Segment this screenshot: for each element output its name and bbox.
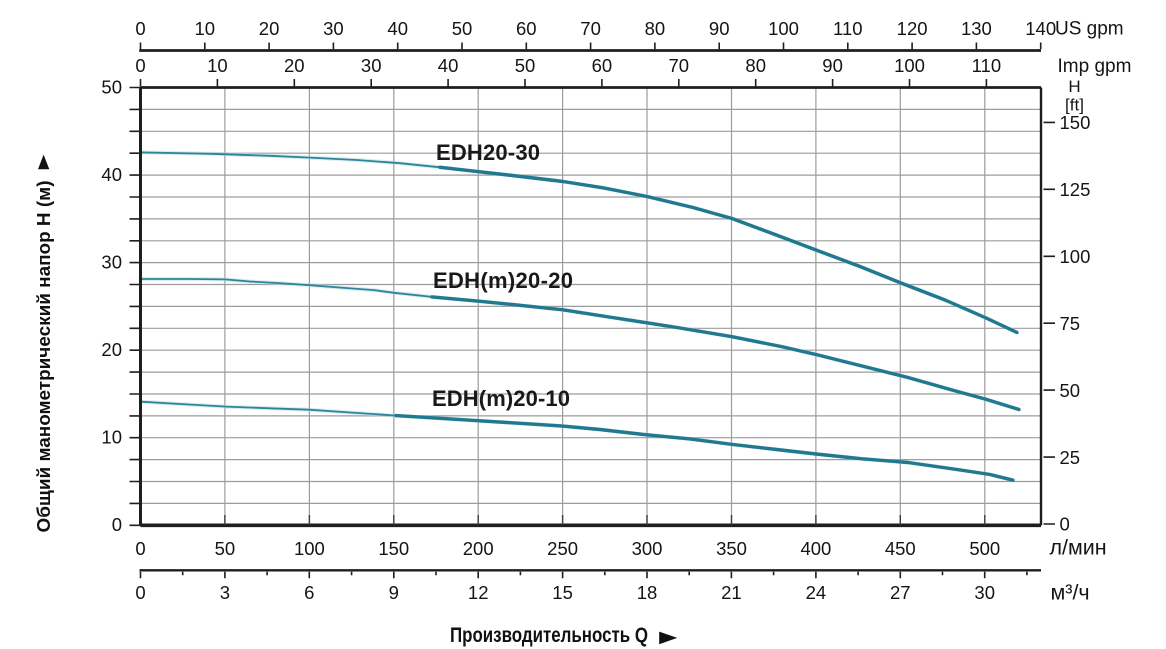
svg-text:400: 400 [800,538,831,559]
svg-text:500: 500 [969,538,1000,559]
svg-text:50: 50 [1060,380,1081,401]
svg-text:0: 0 [1060,514,1070,535]
svg-text:10: 10 [207,55,228,76]
svg-text:21: 21 [721,582,742,603]
svg-text:6: 6 [304,582,314,603]
svg-text:20: 20 [284,55,305,76]
svg-text:Общий манометрический напор Н: Общий манометрический напор Н (м) [34,180,54,532]
svg-text:30: 30 [361,55,382,76]
svg-text:60: 60 [516,18,537,39]
svg-text:30: 30 [323,18,344,39]
svg-text:м³/ч: м³/ч [1051,581,1090,605]
svg-text:Производительность Q: Производительность Q [450,624,648,647]
svg-text:70: 70 [580,18,601,39]
svg-text:0: 0 [135,55,145,76]
svg-text:110: 110 [833,18,863,39]
svg-text:US gpm: US gpm [1055,19,1124,40]
svg-text:30: 30 [974,582,995,603]
svg-text:18: 18 [637,582,658,603]
svg-text:27: 27 [890,582,911,603]
svg-text:0: 0 [135,582,145,603]
svg-text:12: 12 [468,582,489,603]
svg-text:250: 250 [547,538,578,559]
svg-text:90: 90 [822,55,843,76]
svg-text:90: 90 [709,18,730,39]
svg-text:200: 200 [463,538,494,559]
svg-text:л/мин: л/мин [1050,536,1107,560]
svg-text:20: 20 [101,339,122,360]
svg-text:15: 15 [552,582,573,603]
svg-text:24: 24 [806,582,827,603]
svg-text:100: 100 [1060,246,1091,267]
svg-text:50: 50 [515,55,536,76]
svg-text:100: 100 [894,55,925,76]
svg-text:50: 50 [452,18,473,39]
svg-text:0: 0 [135,538,145,559]
svg-text:140: 140 [1025,18,1056,39]
svg-text:Imp gpm: Imp gpm [1058,56,1132,77]
svg-text:3: 3 [220,582,230,603]
svg-text:450: 450 [885,538,916,559]
svg-text:50: 50 [215,538,236,559]
svg-text:70: 70 [669,55,690,76]
svg-text:150: 150 [1060,112,1091,133]
svg-text:20: 20 [259,18,280,39]
svg-text:0: 0 [112,514,122,535]
svg-text:40: 40 [101,164,122,185]
svg-text:EDH(m)20-10: EDH(m)20-10 [432,386,570,411]
svg-text:300: 300 [632,538,663,559]
svg-text:0: 0 [135,18,145,39]
svg-text:110: 110 [972,55,1002,76]
svg-text:30: 30 [101,251,122,272]
svg-text:350: 350 [716,538,747,559]
svg-text:150: 150 [378,538,409,559]
svg-text:100: 100 [768,18,799,39]
svg-text:50: 50 [101,76,122,97]
svg-text:H: H [1068,77,1080,96]
svg-text:EDH(m)20-20: EDH(m)20-20 [433,268,573,293]
svg-text:25: 25 [1060,447,1081,468]
svg-text:75: 75 [1060,313,1081,334]
svg-text:80: 80 [645,18,666,39]
svg-text:EDH20-30: EDH20-30 [436,140,540,165]
svg-text:40: 40 [438,55,459,76]
svg-text:130: 130 [961,18,992,39]
svg-text:80: 80 [745,55,766,76]
svg-text:[ft]: [ft] [1065,95,1084,114]
svg-text:40: 40 [387,18,408,39]
svg-text:10: 10 [101,427,122,448]
svg-text:100: 100 [294,538,325,559]
svg-text:10: 10 [195,18,216,39]
svg-text:9: 9 [389,582,399,603]
svg-text:125: 125 [1060,179,1091,200]
svg-text:60: 60 [592,55,613,76]
svg-text:120: 120 [897,18,928,39]
